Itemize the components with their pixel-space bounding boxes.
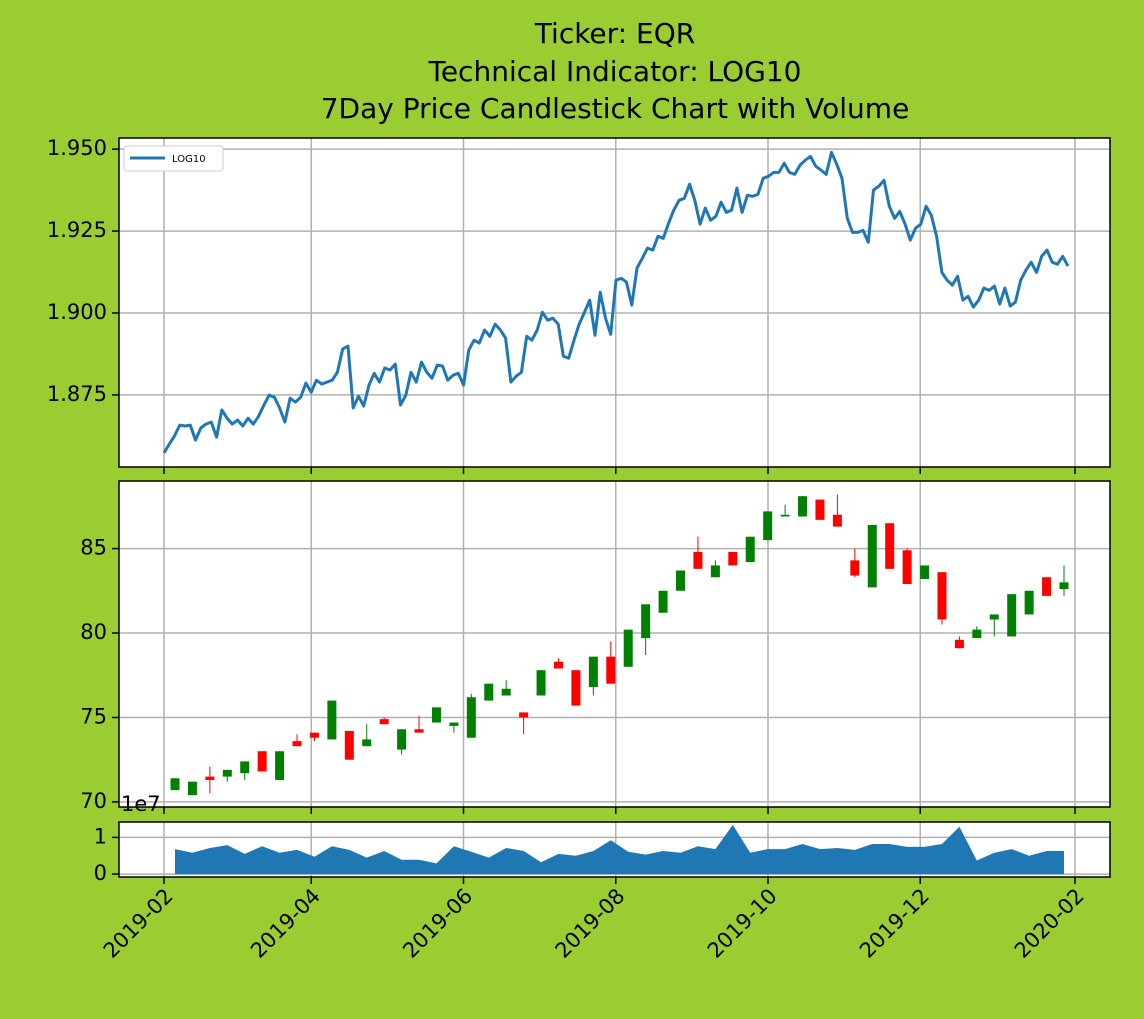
- candle-body: [954, 639, 964, 649]
- candle-body: [1024, 590, 1034, 615]
- candle-body: [327, 700, 337, 740]
- candle-body: [170, 778, 180, 791]
- y-tick-label: 75: [80, 704, 107, 728]
- candle-body: [484, 683, 494, 701]
- candle-body: [885, 523, 895, 569]
- candle-body: [571, 670, 581, 706]
- plot-frame: [118, 480, 1111, 808]
- candle-body: [588, 656, 598, 688]
- candle-body: [519, 712, 529, 718]
- candle-body: [832, 514, 842, 527]
- candle-body: [798, 496, 808, 517]
- candle-body: [536, 670, 546, 696]
- candle-body: [466, 697, 476, 738]
- candle-body: [641, 604, 651, 639]
- chart-title: Technical Indicator: LOG10: [427, 55, 801, 88]
- y-tick-label: 70: [80, 789, 107, 813]
- candle-body: [780, 514, 790, 517]
- y-tick-label: 1: [94, 824, 107, 848]
- candle-body: [1007, 594, 1017, 637]
- candle-body: [867, 524, 877, 588]
- candle-body: [292, 741, 302, 747]
- chart-title: Ticker: EQR: [534, 17, 695, 50]
- candle-body: [745, 536, 755, 563]
- legend-label: LOG10: [172, 154, 206, 165]
- candle-body: [920, 565, 930, 579]
- candle-body: [693, 551, 703, 569]
- candle-body: [850, 560, 860, 576]
- candle-body: [989, 614, 999, 620]
- candle-body: [449, 722, 459, 726]
- candle-body: [658, 590, 668, 613]
- candle-body: [815, 499, 825, 520]
- y-tick-label: 1.950: [47, 136, 107, 160]
- candle-body: [501, 688, 511, 696]
- candle-body: [240, 761, 250, 774]
- candle-body: [397, 729, 407, 750]
- candle-body: [937, 572, 947, 620]
- candle-body: [1059, 582, 1069, 590]
- candle-body: [187, 781, 197, 796]
- candle-body: [414, 729, 424, 733]
- candle-body: [972, 629, 982, 639]
- candle-body: [553, 661, 563, 669]
- y-tick-label: 1.925: [47, 218, 107, 242]
- chart-title: 7Day Price Candlestick Chart with Volume: [321, 92, 910, 125]
- candle-body: [379, 719, 389, 725]
- candle-body: [362, 739, 372, 747]
- candle-body: [728, 551, 738, 566]
- y-tick-label: 1.900: [47, 300, 107, 324]
- candle-body: [344, 730, 354, 760]
- candle-body: [309, 732, 319, 738]
- candle-body: [257, 751, 267, 772]
- plot-frame: [118, 821, 1111, 878]
- y-tick-label: 1.875: [47, 382, 107, 406]
- area: [175, 824, 1064, 875]
- candle-body: [222, 769, 232, 777]
- candle-body: [763, 511, 773, 541]
- candle-body: [1042, 577, 1052, 596]
- y-tick-label: 85: [80, 536, 107, 560]
- y-tick-label: 80: [80, 620, 107, 644]
- y-tick-label: 0: [94, 861, 107, 885]
- plot-area: [119, 481, 1110, 807]
- candle-body: [606, 656, 616, 684]
- candle-body: [710, 565, 720, 578]
- line: [162, 150, 1070, 454]
- candle-body: [275, 751, 285, 780]
- candle-body: [623, 629, 633, 667]
- offset-label: 1e7: [121, 792, 161, 816]
- candle-body: [431, 707, 441, 723]
- candle-body: [205, 776, 215, 780]
- legend: [123, 145, 224, 172]
- plot-frame: [118, 137, 1111, 468]
- candle-body: [902, 550, 912, 585]
- candle-body: [676, 570, 686, 591]
